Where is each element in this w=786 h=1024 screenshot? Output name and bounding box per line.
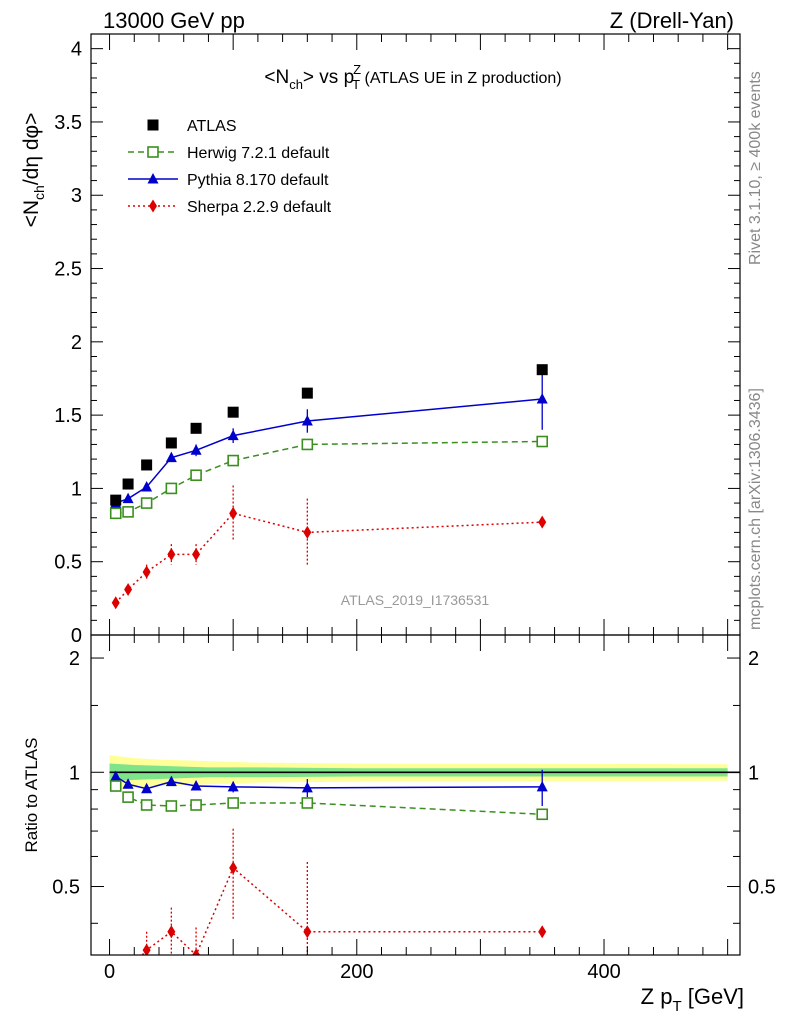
ratio-series-0-point bbox=[111, 781, 121, 791]
main-series-1-point bbox=[191, 470, 201, 480]
ratio-y-tick-label: 1 bbox=[69, 762, 80, 784]
ratio-series-0-point bbox=[228, 798, 238, 808]
main-y-tick-label: 3.5 bbox=[54, 112, 82, 134]
main-series-0-point bbox=[537, 364, 548, 375]
main-series-3-point bbox=[303, 526, 311, 539]
ratio-series-2-point bbox=[229, 861, 237, 874]
ratio-series-0-point bbox=[191, 800, 201, 810]
main-y-tick-label: 1.5 bbox=[54, 405, 82, 427]
ratio-series-0-point bbox=[302, 798, 312, 808]
main-y-tick-label: 2.5 bbox=[54, 259, 82, 281]
legend-entry-3: Sherpa 2.2.9 default bbox=[128, 199, 332, 216]
legend-label-0: ATLAS bbox=[187, 118, 237, 135]
main-series-3-point bbox=[124, 583, 132, 596]
main-series-1 bbox=[111, 437, 547, 519]
ratio-series-1-point bbox=[537, 781, 548, 792]
main-y-tick-label: 4 bbox=[71, 39, 82, 61]
main-y-tick-label: 0 bbox=[71, 625, 82, 647]
legend-entry-2: Pythia 8.170 default bbox=[128, 172, 329, 189]
main-y-tick-label: 0.5 bbox=[54, 552, 82, 574]
ratio-series-0-point bbox=[537, 809, 547, 819]
main-series-1-line bbox=[116, 442, 542, 514]
ratio-series-2 bbox=[112, 829, 546, 1024]
main-series-0-point bbox=[166, 437, 177, 448]
header-right: Z (Drell-Yan) bbox=[610, 8, 734, 33]
ratio-y-tick-label: 2 bbox=[69, 648, 80, 670]
main-series-0-point bbox=[191, 423, 202, 434]
legend-marker-1 bbox=[148, 147, 158, 157]
main-series-1-point bbox=[302, 439, 312, 449]
main-series-0-point bbox=[228, 407, 239, 418]
ratio-series-2-point bbox=[538, 925, 546, 938]
ratio-y-tick-label-right: 2 bbox=[748, 648, 759, 670]
main-series-1-point bbox=[123, 507, 133, 517]
main-series-3-point bbox=[192, 548, 200, 561]
plot-canvas: 13000 GeV pp Z (Drell-Yan) Rivet 3.1.10,… bbox=[0, 0, 786, 1024]
main-series-1-point bbox=[111, 508, 121, 518]
legend-label-1: Herwig 7.2.1 default bbox=[187, 145, 330, 162]
main-y-tick-label: 3 bbox=[71, 185, 82, 207]
main-series-3-point bbox=[229, 507, 237, 520]
ratio-series-2-line bbox=[116, 868, 542, 1008]
legend-label-3: Sherpa 2.2.9 default bbox=[187, 199, 332, 216]
main-series-2-point bbox=[537, 393, 548, 404]
main-ylabel: <Nch/dη dφ> bbox=[20, 113, 47, 228]
main-series-0-point bbox=[302, 388, 313, 399]
x-tick-label: 0 bbox=[104, 961, 115, 983]
main-series-1-point bbox=[537, 437, 547, 447]
rivet-label: Rivet 3.1.10, ≥ 400k events bbox=[747, 71, 764, 265]
x-tick-label: 400 bbox=[587, 961, 620, 983]
main-series-1-point bbox=[166, 483, 176, 493]
main-series-3-point bbox=[167, 548, 175, 561]
legend-entry-0: ATLAS bbox=[148, 118, 237, 135]
ratio-series-2-point bbox=[124, 964, 132, 977]
legend: ATLAS Herwig 7.2.1 default Pythia 8.170 de… bbox=[128, 118, 332, 216]
main-series-2-point bbox=[123, 493, 134, 504]
ratio-series-0-point bbox=[123, 792, 133, 802]
x-axis-label: Z pT [GeV] bbox=[641, 984, 744, 1015]
x-tick-label: 200 bbox=[340, 961, 373, 983]
mcplots-label: mcplots.cern.ch [arXiv:1306.3436] bbox=[747, 388, 764, 630]
header-left: 13000 GeV pp bbox=[103, 8, 245, 33]
analysis-watermark: ATLAS_2019_I1736531 bbox=[341, 592, 490, 608]
ratio-frame bbox=[91, 635, 740, 955]
ratio-panel: 0.5 0.5 1 1 2 2 0 200 400 bbox=[52, 635, 776, 1024]
main-series-1-point bbox=[142, 498, 152, 508]
legend-label-2: Pythia 8.170 default bbox=[187, 172, 329, 189]
main-series-0-point bbox=[141, 459, 152, 470]
ratio-y-tick-label-right: 1 bbox=[748, 762, 759, 784]
main-y-tick-label: 2 bbox=[71, 332, 82, 354]
main-series-0-point bbox=[110, 495, 121, 506]
ratio-y-tick-label-right: 0.5 bbox=[748, 877, 776, 899]
legend-marker-0 bbox=[148, 120, 159, 131]
main-series-3 bbox=[112, 485, 546, 609]
main-series-3-line bbox=[116, 513, 542, 602]
main-series-3-point bbox=[112, 596, 120, 609]
chart-title: <Nch> vs pZ T (ATLAS UE in Z production) bbox=[264, 62, 561, 92]
ratio-series-0-line bbox=[116, 786, 542, 814]
main-y-tick-label: 1 bbox=[71, 478, 82, 500]
main-series-2-line bbox=[116, 399, 542, 503]
ratio-series-0-point bbox=[166, 801, 176, 811]
ratio-ylabel: Ratio to ATLAS bbox=[22, 738, 41, 853]
ratio-series-2-point bbox=[303, 925, 311, 938]
legend-marker-3 bbox=[149, 200, 157, 213]
main-series-3-point bbox=[538, 516, 546, 529]
main-series-3-point bbox=[143, 565, 151, 578]
main-series-1-point bbox=[228, 456, 238, 466]
main-series-0-point bbox=[123, 479, 134, 490]
ratio-series-2-point bbox=[167, 925, 175, 938]
ratio-series-0-point bbox=[142, 800, 152, 810]
legend-entry-1: Herwig 7.2.1 default bbox=[128, 145, 330, 162]
ratio-series-2-point bbox=[112, 1001, 120, 1014]
ratio-y-tick-label: 0.5 bbox=[52, 877, 80, 899]
